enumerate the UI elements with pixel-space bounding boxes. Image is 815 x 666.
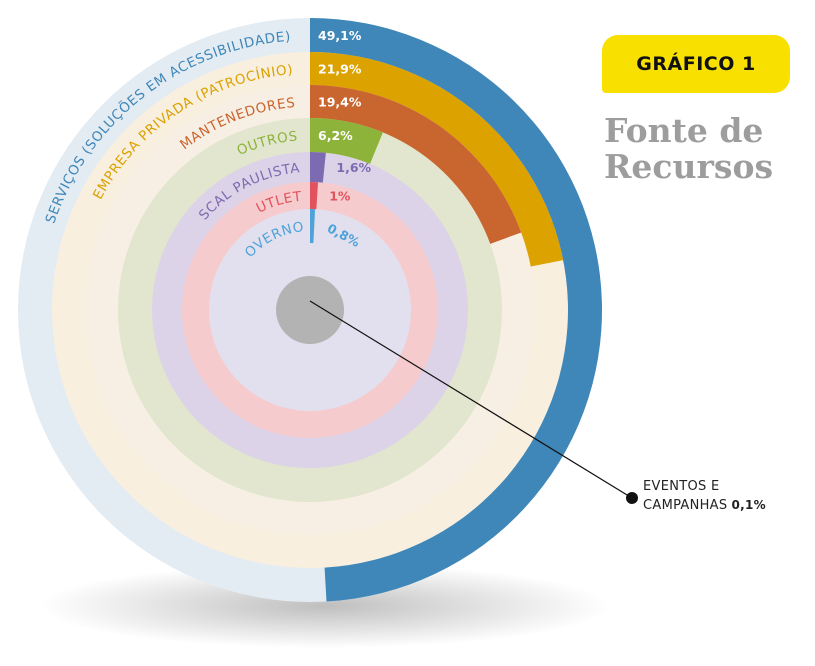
ring-value-3: 19,4%	[318, 95, 362, 110]
ring-value-6: 1%	[329, 189, 351, 204]
ring-value-5: 1,6%	[336, 160, 371, 175]
callout-dot	[626, 492, 638, 504]
ring-bar-1	[310, 18, 603, 602]
ring-value-1: 49,1%	[318, 28, 362, 43]
ring-bar-7	[310, 209, 316, 244]
callout-label: EVENTOS E CAMPANHAS 0,1%	[643, 478, 766, 515]
callout-leader-line	[309, 300, 633, 499]
ring-bar-5	[310, 152, 326, 183]
ring-value-4: 6,2%	[318, 128, 353, 143]
ring-bar-3	[310, 85, 522, 244]
ring-bar-6	[310, 182, 319, 210]
ring-bar-2	[310, 52, 564, 267]
chart-shadow	[40, 564, 610, 648]
ring-value-2: 21,9%	[318, 62, 362, 77]
ring-track-8	[276, 276, 344, 344]
ring-bar-4	[310, 118, 383, 164]
callout-line2: CAMPANHAS	[643, 498, 728, 513]
chart-heading: Fonte de Recursos	[604, 113, 814, 185]
chart-heading-line2: Recursos	[604, 147, 774, 186]
chart-badge: GRÁFICO 1	[602, 35, 790, 93]
callout-value: 0,1%	[731, 498, 766, 512]
callout-line1: EVENTOS E	[643, 479, 720, 494]
chart-heading-line1: Fonte de	[604, 111, 764, 150]
